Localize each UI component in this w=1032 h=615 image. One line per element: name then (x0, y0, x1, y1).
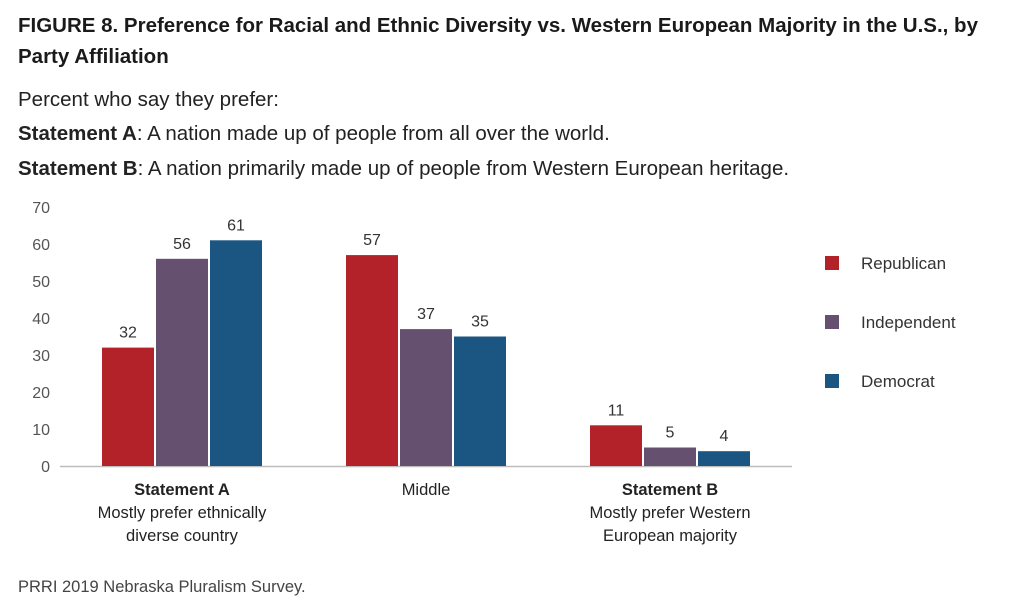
statement-a-label: Statement A (18, 122, 137, 145)
legend-label-independent: Independent (861, 313, 956, 332)
data-label: 35 (471, 314, 489, 331)
data-label: 37 (417, 306, 435, 323)
category-label-bold: Statement B (622, 481, 718, 499)
data-label: 4 (720, 428, 729, 445)
y-tick-label: 0 (41, 459, 50, 476)
bar-independent (644, 447, 696, 466)
data-label: 57 (363, 232, 381, 249)
legend-label-democrat: Democrat (861, 372, 935, 391)
data-label: 61 (227, 217, 245, 234)
statement-b-label: Statement B (18, 157, 138, 180)
statement-b-text: : A nation primarily made up of people f… (137, 157, 790, 180)
bar-independent (156, 258, 208, 466)
chart-subtitle: Percent who say they prefer: (18, 88, 279, 111)
bar-republican (102, 347, 154, 466)
legend-swatch-democrat (825, 374, 839, 388)
bar-democrat (698, 451, 750, 466)
data-label: 56 (173, 236, 191, 253)
bar-independent (400, 329, 452, 466)
source-note: PRRI 2019 Nebraska Pluralism Survey. (18, 578, 306, 596)
y-tick-label: 70 (32, 200, 50, 217)
legend-label-republican: Republican (861, 254, 946, 273)
category-label: Mostly prefer Western (589, 504, 750, 522)
bar-democrat (210, 240, 262, 466)
category-label: diverse country (126, 527, 239, 545)
category-label: Mostly prefer ethnically (98, 504, 267, 522)
y-tick-label: 60 (32, 237, 50, 254)
statement-a-text: : A nation made up of people from all ov… (136, 122, 610, 145)
category-label: European majority (603, 527, 738, 545)
data-label: 11 (608, 402, 625, 419)
y-tick-label: 30 (32, 348, 50, 365)
y-tick-label: 50 (32, 274, 50, 291)
statement-a-description: Statement A: A nation made up of people … (18, 120, 610, 148)
data-label: 32 (119, 325, 137, 342)
chart-title: FIGURE 8. Preference for Racial and Ethn… (18, 14, 978, 68)
bar-chart: 0 10 20 30 40 50 60 70 32 57 11 56 37 5 61 35 4 Statement… (32, 200, 956, 545)
bar-republican (590, 425, 642, 466)
category-label: Middle (402, 481, 451, 499)
data-label: 5 (666, 425, 675, 442)
legend-swatch-independent (825, 315, 839, 329)
y-tick-label: 10 (32, 422, 50, 439)
statement-b-description: Statement B: A nation primarily made up … (18, 155, 789, 183)
bar-republican (346, 255, 398, 466)
bar-democrat (454, 336, 506, 466)
category-label-bold: Statement A (134, 481, 230, 499)
y-tick-label: 40 (32, 311, 50, 328)
y-tick-label: 20 (32, 385, 50, 402)
legend-swatch-republican (825, 256, 839, 270)
